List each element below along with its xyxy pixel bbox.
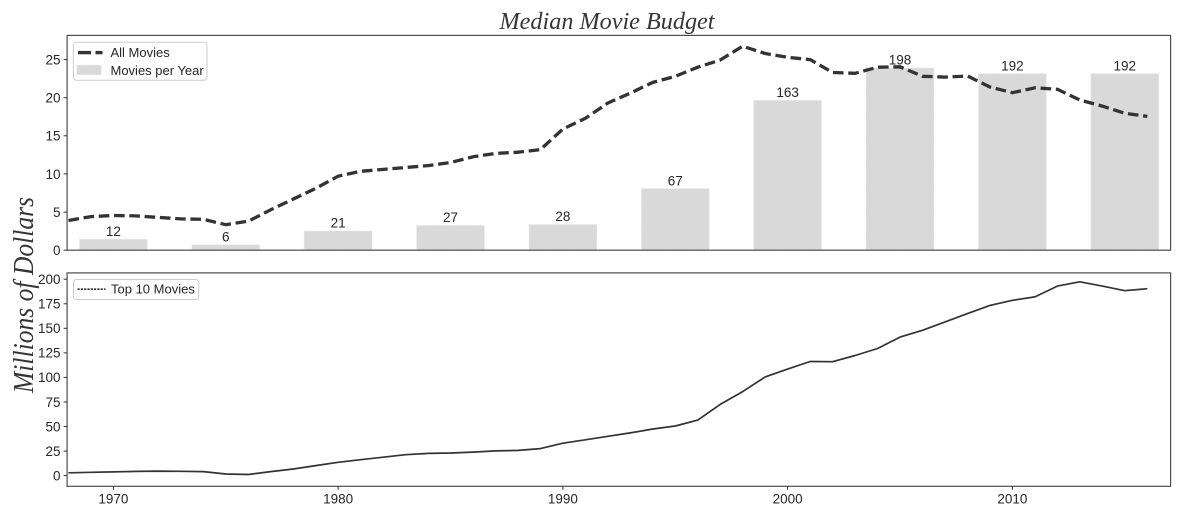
svg-text:200: 200 bbox=[38, 272, 61, 287]
svg-text:All Movies: All Movies bbox=[111, 45, 171, 60]
svg-text:2010: 2010 bbox=[997, 491, 1027, 506]
svg-text:150: 150 bbox=[38, 321, 61, 336]
svg-text:25: 25 bbox=[45, 52, 60, 67]
svg-text:2000: 2000 bbox=[773, 491, 803, 506]
svg-text:75: 75 bbox=[45, 395, 60, 410]
svg-text:50: 50 bbox=[45, 419, 60, 434]
svg-text:15: 15 bbox=[45, 129, 60, 144]
svg-text:Top 10 Movies: Top 10 Movies bbox=[111, 282, 195, 297]
svg-text:21: 21 bbox=[331, 216, 346, 231]
svg-text:1980: 1980 bbox=[323, 491, 353, 506]
svg-text:1970: 1970 bbox=[98, 491, 128, 506]
svg-text:Movies per Year: Movies per Year bbox=[111, 63, 205, 78]
svg-text:163: 163 bbox=[776, 85, 799, 100]
svg-text:6: 6 bbox=[222, 229, 230, 244]
svg-text:0: 0 bbox=[53, 468, 61, 483]
svg-text:1990: 1990 bbox=[548, 491, 578, 506]
svg-text:12: 12 bbox=[106, 224, 121, 239]
svg-text:192: 192 bbox=[1001, 58, 1024, 73]
svg-text:10: 10 bbox=[45, 167, 60, 182]
svg-text:125: 125 bbox=[38, 346, 61, 361]
svg-text:0: 0 bbox=[53, 243, 61, 258]
svg-text:Millions of Dollars: Millions of Dollars bbox=[9, 197, 40, 394]
svg-text:28: 28 bbox=[555, 209, 570, 224]
svg-text:67: 67 bbox=[668, 173, 683, 188]
svg-text:5: 5 bbox=[53, 205, 61, 220]
svg-text:100: 100 bbox=[38, 370, 61, 385]
svg-text:198: 198 bbox=[889, 53, 912, 68]
svg-text:175: 175 bbox=[38, 297, 61, 312]
svg-text:25: 25 bbox=[45, 444, 60, 459]
svg-text:20: 20 bbox=[45, 91, 60, 106]
svg-text:192: 192 bbox=[1114, 58, 1137, 73]
svg-text:27: 27 bbox=[443, 210, 458, 225]
svg-text:Median Movie Budget: Median Movie Budget bbox=[499, 8, 716, 35]
